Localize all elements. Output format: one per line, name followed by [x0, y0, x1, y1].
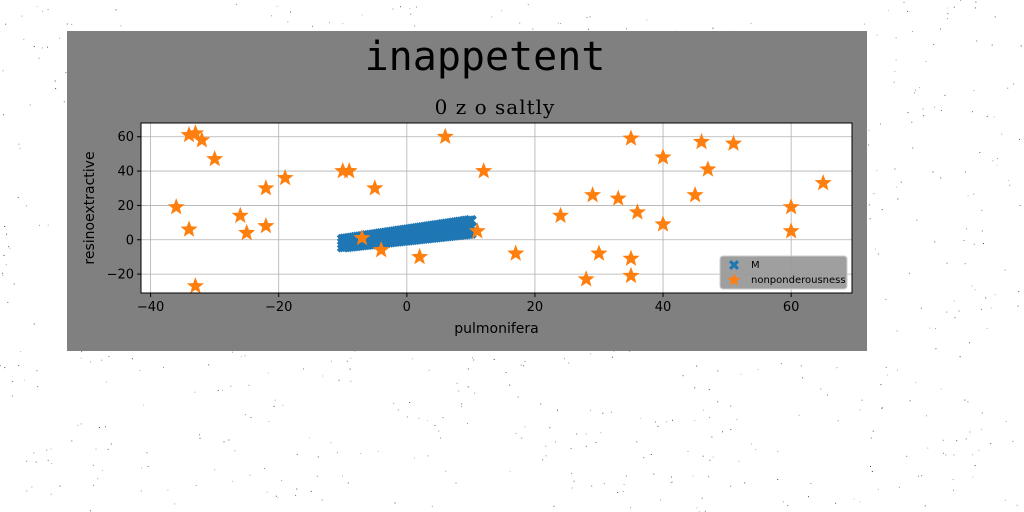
data-point-nonponderousness [186, 277, 204, 294]
data-point-nonponderousness [654, 148, 672, 165]
data-point-nonponderousness [436, 127, 454, 144]
data-point-nonponderousness [231, 206, 249, 223]
y-tick-label: 60 [117, 130, 134, 145]
legend-label-m: M [751, 260, 760, 271]
y-axis-label: resinoextractive [82, 151, 98, 264]
data-point-nonponderousness [475, 162, 493, 179]
x-tick-label: 0 [403, 300, 411, 315]
data-point-nonponderousness [507, 244, 525, 261]
data-point-nonponderousness [782, 198, 800, 215]
data-point-nonponderousness [334, 162, 352, 179]
data-point-nonponderousness [353, 229, 371, 246]
axis-ticks: −40 −20 0 20 40 60 −20 0 20 40 60 [107, 130, 800, 315]
y-tick-label: 0 [126, 233, 134, 248]
x-tick-label: 40 [655, 300, 672, 315]
legend-x-icon [729, 260, 739, 270]
data-point-m [464, 214, 477, 227]
data-point-nonponderousness [180, 220, 198, 237]
data-point-nonponderousness [622, 249, 640, 266]
figure-title: inappetent [364, 34, 606, 80]
data-point-nonponderousness [206, 150, 224, 167]
data-point-nonponderousness [257, 179, 275, 196]
plot-frame [140, 122, 853, 294]
x-axis-label: pulmonifera [454, 321, 539, 337]
data-point-nonponderousness [699, 160, 717, 177]
data-point-nonponderousness [411, 247, 429, 265]
x-tick-label: −20 [265, 300, 292, 315]
data-point-nonponderousness [609, 189, 627, 206]
data-point-nonponderousness [628, 203, 646, 220]
data-point-nonponderousness [340, 162, 358, 179]
data-point-nonponderousness [193, 131, 211, 148]
legend-box [719, 255, 848, 290]
scatter-chart: −40 −20 0 20 40 60 −20 0 20 40 60 pulmonifera resi… [82, 122, 853, 337]
data-point-nonponderousness [552, 206, 570, 223]
x-tick-label: 20 [527, 300, 544, 315]
data-point-nonponderousness [686, 186, 704, 203]
data-point-nonponderousness [654, 215, 672, 232]
data-point-nonponderousness [257, 217, 275, 234]
data-point-nonponderousness [814, 174, 832, 191]
x-tick-label: 60 [783, 300, 800, 315]
legend-marker-nonponderousness [727, 273, 741, 286]
data-point-nonponderousness [782, 222, 800, 239]
data-point-nonponderousness [590, 244, 608, 261]
data-point-nonponderousness [692, 132, 710, 150]
data-point-nonponderousness [238, 223, 256, 241]
y-tick-label: 20 [117, 199, 134, 214]
data-point-nonponderousness [622, 266, 640, 284]
data-point-nonponderousness [167, 198, 185, 215]
data-point-nonponderousness [372, 241, 390, 258]
data-point-nonponderousness [276, 168, 294, 186]
y-tick-label: −20 [107, 268, 134, 283]
legend: M nonponderousness [719, 255, 848, 290]
data-point-nonponderousness [577, 270, 595, 287]
axes-title: 0 z o saltly [434, 95, 556, 119]
data-point-nonponderousness [622, 129, 640, 146]
series-nonponderousness [167, 124, 832, 294]
data-point-nonponderousness [180, 126, 198, 143]
figure-canvas: inappetent 0 z o saltly −40 −20 0 20 40 60 −20… [67, 31, 867, 351]
y-tick-label: 40 [117, 165, 134, 180]
legend-star-icon [727, 273, 741, 286]
data-point-nonponderousness [366, 179, 384, 196]
data-point-nonponderousness [468, 222, 486, 239]
data-point-nonponderousness [186, 124, 204, 141]
data-point-nonponderousness [584, 186, 602, 203]
legend-label-nonponderousness: nonponderousness [751, 275, 846, 286]
data-point-nonponderousness [724, 134, 743, 151]
legend-marker-m [729, 260, 739, 270]
x-tick-label: −40 [137, 300, 164, 315]
